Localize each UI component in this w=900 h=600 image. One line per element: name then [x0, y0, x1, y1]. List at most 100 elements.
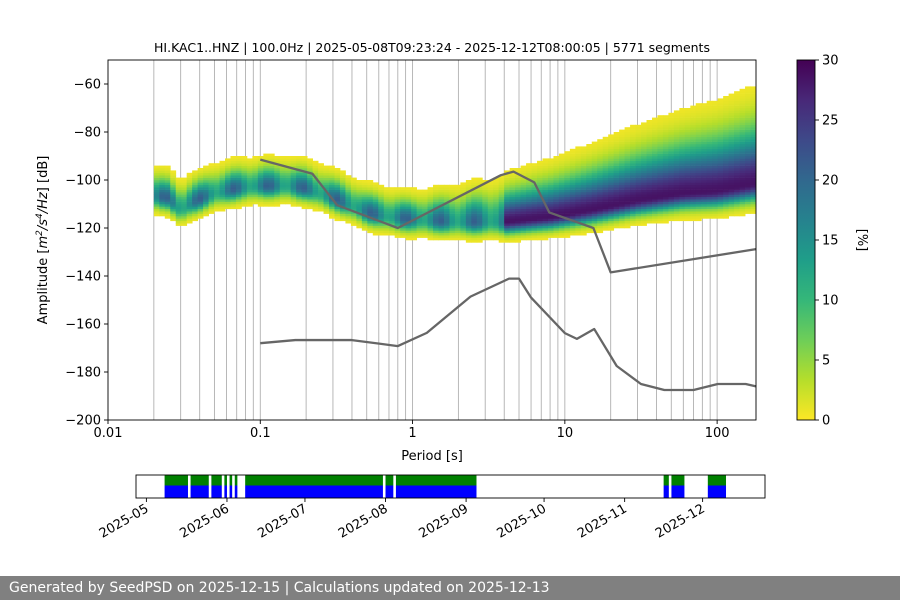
heatmap-cell: [602, 156, 609, 159]
heatmap-cell: [597, 148, 604, 152]
heatmap-cell: [624, 216, 631, 219]
heatmap-cell: [624, 204, 631, 207]
heatmap-cell: [646, 184, 653, 188]
heatmap-cell: [411, 208, 417, 212]
heatmap-cell: [734, 120, 740, 123]
heatmap-cell: [723, 194, 730, 198]
heatmap-cell: [723, 165, 730, 169]
heatmap-cell: [367, 189, 374, 193]
heatmap-cell: [170, 189, 177, 193]
heatmap-cell: [679, 112, 686, 116]
heatmap-cell: [471, 208, 478, 212]
heatmap-cell: [701, 182, 708, 186]
heatmap-cell: [717, 211, 724, 214]
heatmap-cell: [285, 170, 292, 174]
heatmap-cell: [668, 180, 675, 183]
heatmap-cell: [657, 192, 664, 195]
heatmap-cell: [728, 144, 735, 147]
heatmap-cell: [657, 220, 664, 224]
heatmap-cell: [646, 139, 653, 142]
heatmap-cell: [690, 110, 697, 114]
heatmap-cell: [537, 223, 543, 226]
heatmap-cell: [641, 211, 647, 214]
heatmap-cell: [641, 136, 647, 140]
heatmap-cell: [427, 206, 434, 210]
heatmap-cell: [427, 211, 434, 214]
heatmap-cell: [372, 204, 379, 207]
heatmap-cell: [312, 160, 319, 164]
heatmap-cell: [750, 192, 756, 195]
heatmap-cell: [438, 187, 445, 190]
heatmap-cell: [668, 112, 675, 116]
heatmap-cell: [569, 165, 576, 169]
heatmap-cell: [405, 218, 412, 222]
heatmap-cell: [537, 208, 543, 212]
heatmap-cell: [575, 194, 582, 198]
heatmap-cell: [263, 194, 270, 198]
heatmap-cell: [575, 230, 582, 234]
heatmap-cell: [608, 163, 615, 166]
heatmap-cell: [586, 160, 593, 164]
heatmap-cell: [739, 160, 746, 164]
heatmap-cell: [487, 218, 494, 222]
heatmap-cell: [728, 132, 735, 135]
heatmap-cell: [181, 196, 188, 200]
heatmap-cell: [465, 194, 472, 198]
heatmap-cell: [361, 204, 368, 207]
heatmap-cell: [695, 146, 702, 150]
heatmap-cell: [504, 228, 511, 231]
availability-segment: [211, 485, 222, 498]
heatmap-cell: [750, 103, 756, 106]
heatmap-cell: [591, 196, 598, 200]
heatmap-cell: [750, 206, 756, 210]
heatmap-cell: [717, 172, 724, 176]
heatmap-cell: [219, 180, 226, 183]
heatmap-cell: [159, 211, 166, 214]
heatmap-cell: [690, 105, 697, 109]
heatmap-cell: [203, 175, 209, 178]
heatmap-cell: [608, 194, 615, 198]
heatmap-cell: [372, 225, 379, 229]
heatmap-cell: [558, 218, 565, 222]
heatmap-cell: [433, 184, 439, 188]
heatmap-cell: [498, 182, 505, 186]
heatmap-cell: [433, 192, 439, 195]
heatmap-cell: [531, 196, 538, 200]
heatmap-cell: [334, 177, 341, 181]
heatmap-cell: [717, 206, 724, 210]
heatmap-cell: [734, 98, 740, 102]
heatmap-cell: [339, 180, 346, 183]
heatmap-cell: [641, 163, 647, 166]
heatmap-cell: [252, 194, 259, 198]
heatmap-cell: [252, 201, 259, 205]
heatmap-cell: [662, 218, 669, 222]
heatmap-cell: [383, 211, 390, 214]
heatmap-cell: [208, 201, 215, 205]
heatmap-cell: [301, 194, 308, 198]
heatmap-cell: [537, 196, 543, 200]
heatmap-cell: [312, 206, 319, 210]
heatmap-cell: [186, 208, 193, 212]
heatmap-cell: [706, 144, 713, 147]
heatmap-cell: [575, 201, 582, 205]
heatmap-cell: [296, 204, 303, 207]
heatmap-cell: [602, 194, 609, 198]
heatmap-cell: [476, 225, 483, 229]
heatmap-cell: [547, 170, 554, 174]
heatmap-cell: [641, 194, 647, 198]
heatmap-cell: [564, 182, 571, 186]
heatmap-cell: [662, 148, 669, 152]
heatmap-cell: [706, 132, 713, 135]
heatmap-cell: [745, 180, 751, 183]
heatmap-cell: [723, 141, 730, 145]
heatmap-cell: [449, 228, 456, 231]
heatmap-cell: [153, 201, 160, 205]
heatmap-cell: [427, 213, 434, 217]
heatmap-cell: [400, 194, 407, 198]
heatmap-cell: [630, 216, 636, 219]
heatmap-cell: [673, 129, 680, 133]
heatmap-cell: [745, 120, 751, 123]
heatmap-cell: [706, 136, 713, 140]
heatmap-cell: [657, 129, 664, 133]
heatmap-cell: [192, 189, 199, 193]
